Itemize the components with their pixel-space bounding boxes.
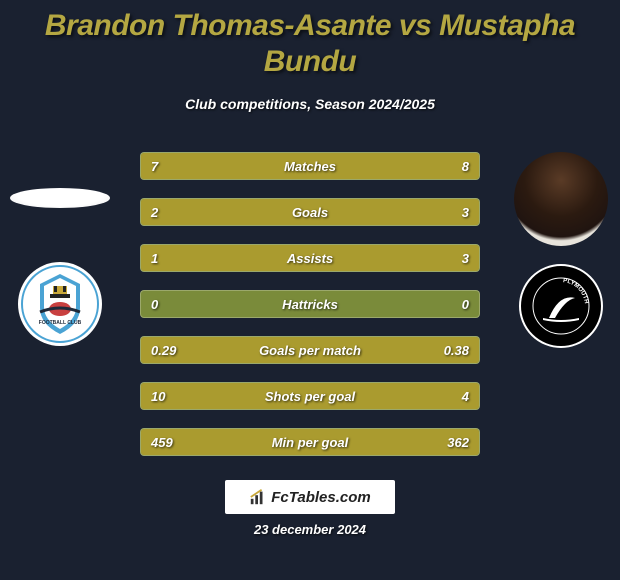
stat-left-value: 0.29 [151, 343, 176, 358]
stat-row: 459 Min per goal 362 [140, 428, 480, 456]
page-title: Brandon Thomas-Asante vs Mustapha Bundu [0, 0, 620, 84]
stat-label: Goals [292, 205, 328, 220]
stat-label: Shots per goal [265, 389, 355, 404]
stat-row: 2 Goals 3 [140, 198, 480, 226]
left-player-column: FOOTBALL CLUB [12, 152, 107, 346]
fctables-logo-icon [249, 488, 267, 506]
stat-right-value: 362 [447, 435, 469, 450]
right-player-column: PLYMOUTH [513, 152, 608, 348]
club-left-badge: FOOTBALL CLUB [18, 262, 102, 346]
stat-right-value: 3 [462, 205, 469, 220]
stat-row: 0 Hattricks 0 [140, 290, 480, 318]
svg-text:FOOTBALL CLUB: FOOTBALL CLUB [38, 320, 81, 326]
stat-label: Hattricks [282, 297, 338, 312]
stat-right-value: 0.38 [444, 343, 469, 358]
stat-left-value: 10 [151, 389, 165, 404]
stat-label: Goals per match [259, 343, 361, 358]
generated-date: 23 december 2024 [0, 522, 620, 537]
stat-left-value: 459 [151, 435, 173, 450]
brand-badge[interactable]: FcTables.com [225, 480, 395, 514]
stat-right-value: 0 [462, 297, 469, 312]
stat-left-value: 0 [151, 297, 158, 312]
stat-row: 1 Assists 3 [140, 244, 480, 272]
club-right-badge: PLYMOUTH [519, 264, 603, 348]
coventry-crest-icon: FOOTBALL CLUB [20, 264, 100, 344]
stat-row: 0.29 Goals per match 0.38 [140, 336, 480, 364]
stat-left-value: 7 [151, 159, 158, 174]
stats-bars: 7 Matches 8 2 Goals 3 1 Assists 3 0 Hattricks 0 0.29… [140, 132, 480, 456]
player-right-avatar [514, 152, 608, 246]
stat-label: Matches [284, 159, 336, 174]
stat-label: Min per goal [272, 435, 349, 450]
stat-left-value: 2 [151, 205, 158, 220]
stat-left-value: 1 [151, 251, 158, 266]
stat-right-value: 3 [462, 251, 469, 266]
plymouth-crest-icon: PLYMOUTH [531, 276, 591, 336]
stat-row: 10 Shots per goal 4 [140, 382, 480, 410]
comparison-content: FOOTBALL CLUB PLYMOUTH 7Matches82Goals31… [0, 132, 620, 456]
season-subtitle: Club competitions, Season 2024/2025 [0, 96, 620, 112]
stat-right-value: 4 [462, 389, 469, 404]
stat-right-value: 8 [462, 159, 469, 174]
stat-label: Assists [287, 251, 333, 266]
brand-text: FcTables.com [271, 489, 370, 506]
stat-row: 7 Matches 8 [140, 152, 480, 180]
player-left-avatar [10, 188, 110, 208]
